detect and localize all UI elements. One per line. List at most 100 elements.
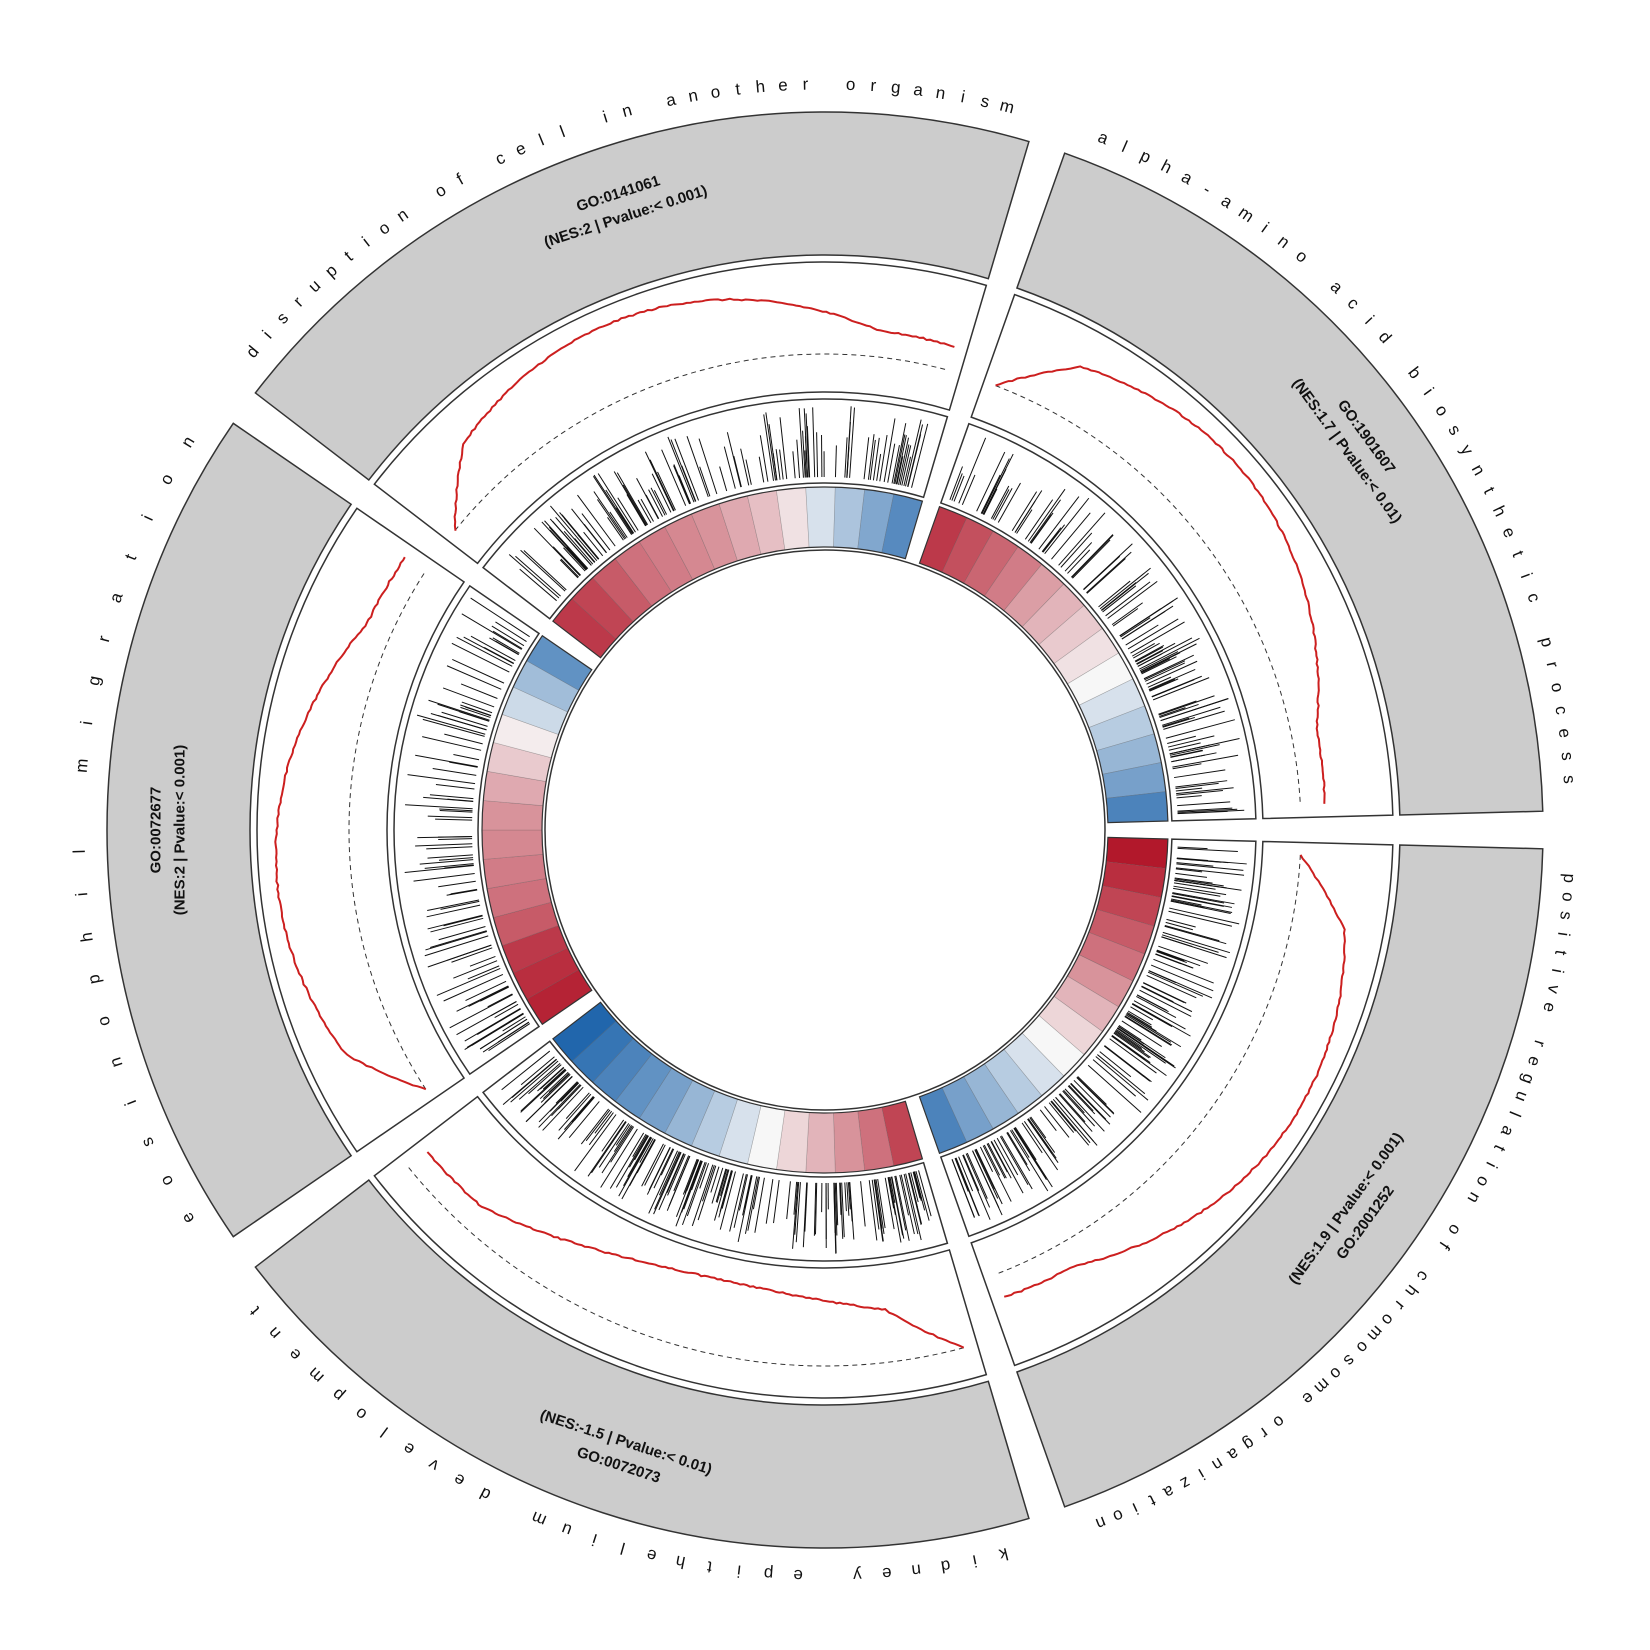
description-letter: s xyxy=(1560,774,1580,784)
gene-hit-line xyxy=(644,1144,666,1186)
gene-hit-line xyxy=(1177,847,1238,852)
gene-hit-line xyxy=(891,1176,905,1239)
gene-hit-line xyxy=(1134,645,1165,662)
description-letter: - xyxy=(1200,180,1215,199)
gene-hit-line xyxy=(468,986,509,1007)
gene-hit-line xyxy=(653,1148,674,1189)
description-letter: c xyxy=(492,148,508,169)
gene-hit-line xyxy=(508,554,560,599)
gene-hit-line xyxy=(520,549,566,592)
gene-hit-line xyxy=(863,437,870,480)
gene-hit-line xyxy=(711,1167,724,1204)
description-letter: t xyxy=(246,1303,264,1319)
gene-hit-line xyxy=(1101,572,1149,611)
gene-hit-line xyxy=(915,1170,930,1221)
gene-hit-line xyxy=(1097,1054,1146,1095)
score-zero-line xyxy=(454,353,949,531)
gene-hit-line xyxy=(903,456,912,487)
gene-hit-line xyxy=(982,453,1014,515)
description-letter: e xyxy=(645,1545,659,1566)
description-letter: o xyxy=(1326,1363,1346,1383)
gene-hit-line xyxy=(1136,650,1164,665)
gene-hit-line xyxy=(887,1177,895,1209)
gene-hit-line xyxy=(871,1179,880,1230)
description-letter: h xyxy=(1489,503,1510,520)
description-letter: o xyxy=(1472,1173,1493,1190)
gene-hit-line xyxy=(907,434,922,487)
gene-hit-line xyxy=(550,505,598,561)
gene-hit-line xyxy=(1162,716,1195,728)
gene-hit-line xyxy=(626,494,646,527)
gene-hit-line xyxy=(1176,787,1234,795)
gene-hit-line xyxy=(449,761,478,768)
description-letter: n xyxy=(106,1055,127,1070)
description-letter: n xyxy=(264,1323,284,1343)
gene-hit-line xyxy=(721,1170,733,1209)
gene-hit-line xyxy=(1104,1045,1152,1083)
gene-hit-line xyxy=(502,1016,526,1032)
gene-hit-line xyxy=(444,733,483,745)
gene-hit-line xyxy=(1174,769,1226,779)
sector-band xyxy=(1015,844,1544,1508)
gene-hit-line xyxy=(466,1012,524,1048)
gene-hit-line xyxy=(1172,892,1235,905)
description-letter: r xyxy=(1391,1297,1409,1314)
gene-hit-line xyxy=(747,1176,759,1231)
score-zero-line xyxy=(348,570,427,1090)
gene-hit-line xyxy=(795,1182,801,1243)
gene-hit-line xyxy=(463,636,514,665)
gene-hit-line xyxy=(1168,910,1233,927)
gene-hit-line xyxy=(520,1069,567,1112)
gene-hit-line xyxy=(1117,1026,1145,1045)
gene-hit-line xyxy=(666,1153,685,1193)
gene-hit-line xyxy=(961,474,976,506)
gene-hit-line xyxy=(976,451,1006,512)
gene-hit-line xyxy=(954,1157,969,1192)
description-letter: d xyxy=(242,342,263,361)
description-letter: a xyxy=(1160,1481,1178,1502)
gene-hit-line xyxy=(733,455,742,488)
description-letter: a xyxy=(1497,1123,1518,1140)
heat-track-border xyxy=(552,486,924,659)
gene-hit-line xyxy=(1166,918,1196,928)
gene-hit-line xyxy=(447,798,474,802)
gene-hit-line xyxy=(1060,532,1093,568)
gene-hit-line xyxy=(1027,1118,1057,1159)
score-layer xyxy=(256,261,1394,1399)
gene-hit-line xyxy=(430,713,487,731)
description-letter: g xyxy=(1240,1433,1259,1454)
gene-hit-line xyxy=(875,1179,885,1234)
description-letter: h xyxy=(1158,156,1175,177)
gene-hit-line xyxy=(1137,637,1193,667)
gene-hit-line xyxy=(661,449,687,506)
gene-hit-line xyxy=(1139,651,1179,672)
gene-hit-line xyxy=(1165,719,1235,739)
gene-hit-line xyxy=(691,1164,714,1227)
gene-hit-line xyxy=(525,1076,573,1123)
gene-hit-line xyxy=(1162,931,1231,954)
gene-hit-line xyxy=(1109,1038,1157,1074)
description-letter: v xyxy=(1544,983,1564,996)
gene-hit-line xyxy=(910,1172,919,1203)
heat-cell xyxy=(481,829,544,860)
gene-hit-line xyxy=(1140,652,1181,673)
gene-hit-line xyxy=(955,1157,980,1216)
description-letter: t xyxy=(734,79,741,98)
gene-hit-line xyxy=(427,854,473,859)
gene-hit-line xyxy=(1133,1000,1186,1030)
description-letter: l xyxy=(1119,137,1130,156)
gene-hit-line xyxy=(495,640,520,655)
gene-hit-line xyxy=(686,1159,700,1192)
sector-band xyxy=(106,422,353,1238)
gene-hit-line xyxy=(1139,989,1192,1017)
gene-hit-line xyxy=(426,904,481,918)
gene-hit-line xyxy=(681,1161,706,1226)
gene-hit-line xyxy=(577,494,616,547)
gene-hit-line xyxy=(425,931,488,951)
gene-hit-line xyxy=(773,1179,780,1224)
description-letter: t xyxy=(1480,484,1499,497)
gene-hit-line xyxy=(896,456,904,485)
gene-hit-line xyxy=(914,1171,923,1199)
gene-hit-line xyxy=(427,815,473,819)
